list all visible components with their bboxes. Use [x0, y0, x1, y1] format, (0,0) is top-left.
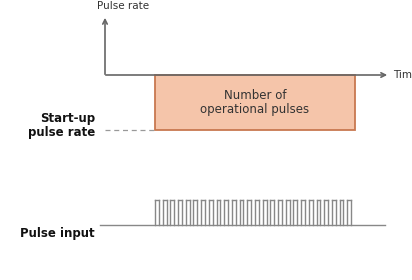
Bar: [155, 75, 355, 130]
Text: Pulse rate: Pulse rate: [97, 1, 149, 11]
Text: Number of: Number of: [224, 89, 286, 102]
Text: operational pulses: operational pulses: [200, 103, 309, 116]
Text: Time: Time: [393, 70, 412, 80]
Text: Start-up: Start-up: [40, 112, 95, 125]
Text: pulse rate: pulse rate: [28, 126, 95, 139]
Text: Pulse input: Pulse input: [20, 227, 95, 240]
